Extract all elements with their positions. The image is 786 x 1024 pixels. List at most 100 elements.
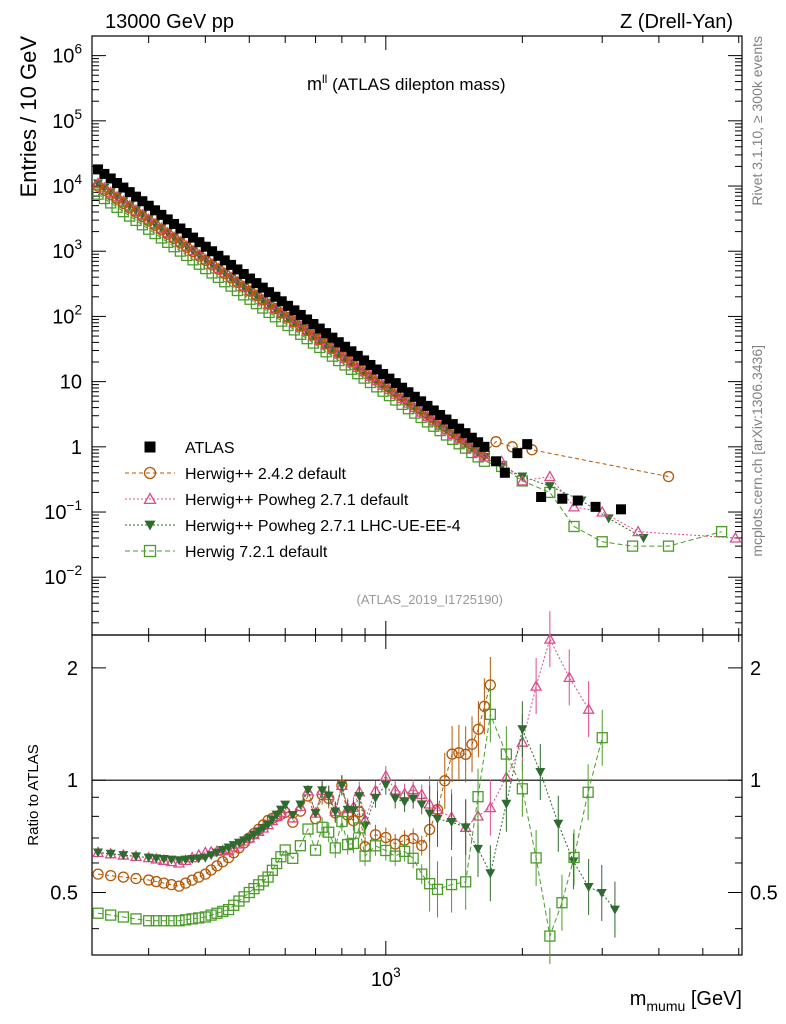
ratio-point xyxy=(165,915,178,927)
data-point xyxy=(446,428,459,440)
ratio-point xyxy=(193,854,204,864)
ratio-point xyxy=(271,810,282,820)
ratio-point xyxy=(485,869,496,879)
main-panel-title: mll (ATLAS dilepton mass) xyxy=(307,72,506,94)
x-axis-label: mmumu [GeV] xyxy=(630,988,742,1014)
ratio-point xyxy=(217,905,229,918)
ratio-point xyxy=(275,805,286,815)
data-point xyxy=(390,378,401,389)
data-point xyxy=(435,409,446,420)
main-axes: 10−2 10−1 1 10 102 103 104 105 106 xyxy=(44,35,742,635)
ratio-point xyxy=(205,909,217,921)
ratio-point xyxy=(173,915,185,927)
data-point xyxy=(729,531,742,543)
data-point xyxy=(129,203,143,215)
ratio-point xyxy=(166,855,177,865)
data-point xyxy=(632,525,645,537)
y-tick-label: 103 xyxy=(52,237,82,263)
series-line xyxy=(97,193,722,547)
ratio-point xyxy=(187,854,198,864)
ratio-point xyxy=(130,913,142,925)
ratio-point xyxy=(460,748,472,760)
y-tick-label: 105 xyxy=(52,107,82,133)
ratio-point xyxy=(266,864,278,876)
ratio-point xyxy=(347,837,360,850)
rivet-version-label: Rivet 3.1.10, ≥ 300k events xyxy=(749,36,765,206)
ratio-point xyxy=(158,854,169,864)
data-point xyxy=(512,448,523,459)
ratio-point xyxy=(193,912,205,924)
ratio-point xyxy=(500,748,512,760)
ratio-point xyxy=(354,792,365,802)
ratio-point xyxy=(360,821,371,831)
ratio-point xyxy=(336,815,348,828)
data-point xyxy=(226,259,237,270)
ratio-point xyxy=(253,827,264,837)
ratio-point xyxy=(130,872,142,885)
ratio-point xyxy=(151,854,162,864)
ratio-point xyxy=(323,826,335,838)
legend-label: Herwig++ 2.4.2 default xyxy=(185,466,347,483)
data-point xyxy=(136,208,149,220)
y-tick-label: 1 xyxy=(67,770,78,792)
legend-label: Herwig 7.2.1 default xyxy=(185,544,328,561)
data-point xyxy=(194,237,205,248)
ratio-point xyxy=(262,871,274,883)
ratio-point xyxy=(92,868,104,880)
ratio-point xyxy=(223,843,234,853)
data-point xyxy=(289,305,300,316)
ratio-point xyxy=(217,856,229,868)
ratio-point xyxy=(287,852,299,865)
main-y-axis-label: Entries / 10 GeV xyxy=(16,36,41,198)
data-point xyxy=(269,302,282,314)
ratio-point xyxy=(248,830,259,840)
ratio-point xyxy=(460,823,471,833)
data-point xyxy=(200,241,211,252)
data-point xyxy=(506,441,518,453)
data-point xyxy=(169,218,180,229)
y-tick-label: 10 xyxy=(60,372,82,394)
ratio-point xyxy=(205,864,217,876)
ratio-point xyxy=(165,855,178,867)
ratio-point xyxy=(563,671,576,683)
ratio-point xyxy=(517,725,528,735)
ratio-y-axis-label: Ratio to ATLAS xyxy=(25,744,42,845)
ratio-point xyxy=(158,877,170,889)
data-point xyxy=(543,470,556,482)
ratio-point xyxy=(199,911,211,923)
ratio-point xyxy=(118,851,129,861)
ratio-point xyxy=(275,851,287,863)
data-point xyxy=(384,373,395,384)
ratio-point xyxy=(186,874,198,886)
data-point xyxy=(459,437,472,449)
data-point xyxy=(536,492,547,503)
ratio-point xyxy=(233,838,244,848)
ratio-point xyxy=(568,851,580,864)
data-point xyxy=(219,255,230,266)
data-point xyxy=(522,439,533,450)
ratio-point xyxy=(390,794,401,804)
data-point xyxy=(590,501,601,512)
ratio-point xyxy=(473,844,484,854)
ratio-point xyxy=(295,800,306,810)
data-point xyxy=(441,414,452,425)
y-tick-label-right: 2 xyxy=(750,658,761,680)
data-point xyxy=(213,250,224,261)
data-point xyxy=(251,278,262,289)
legend-label: ATLAS xyxy=(185,440,235,457)
ratio-point xyxy=(211,907,223,919)
ratio-point xyxy=(323,791,334,801)
ratio-point xyxy=(501,799,512,809)
data-point xyxy=(615,504,626,515)
ratio-axes: 103 0.5 0.5 1 1 2 2 xyxy=(50,635,778,991)
ratio-point xyxy=(179,914,192,926)
data-point xyxy=(409,391,420,402)
data-point xyxy=(516,474,529,486)
data-point xyxy=(365,359,376,370)
data-point xyxy=(314,323,325,334)
data-point xyxy=(340,341,351,352)
data-point xyxy=(403,387,414,398)
ratio-point xyxy=(287,811,298,821)
ratio-point xyxy=(157,853,170,865)
process-label: Z (Drell-Yan) xyxy=(620,11,733,33)
